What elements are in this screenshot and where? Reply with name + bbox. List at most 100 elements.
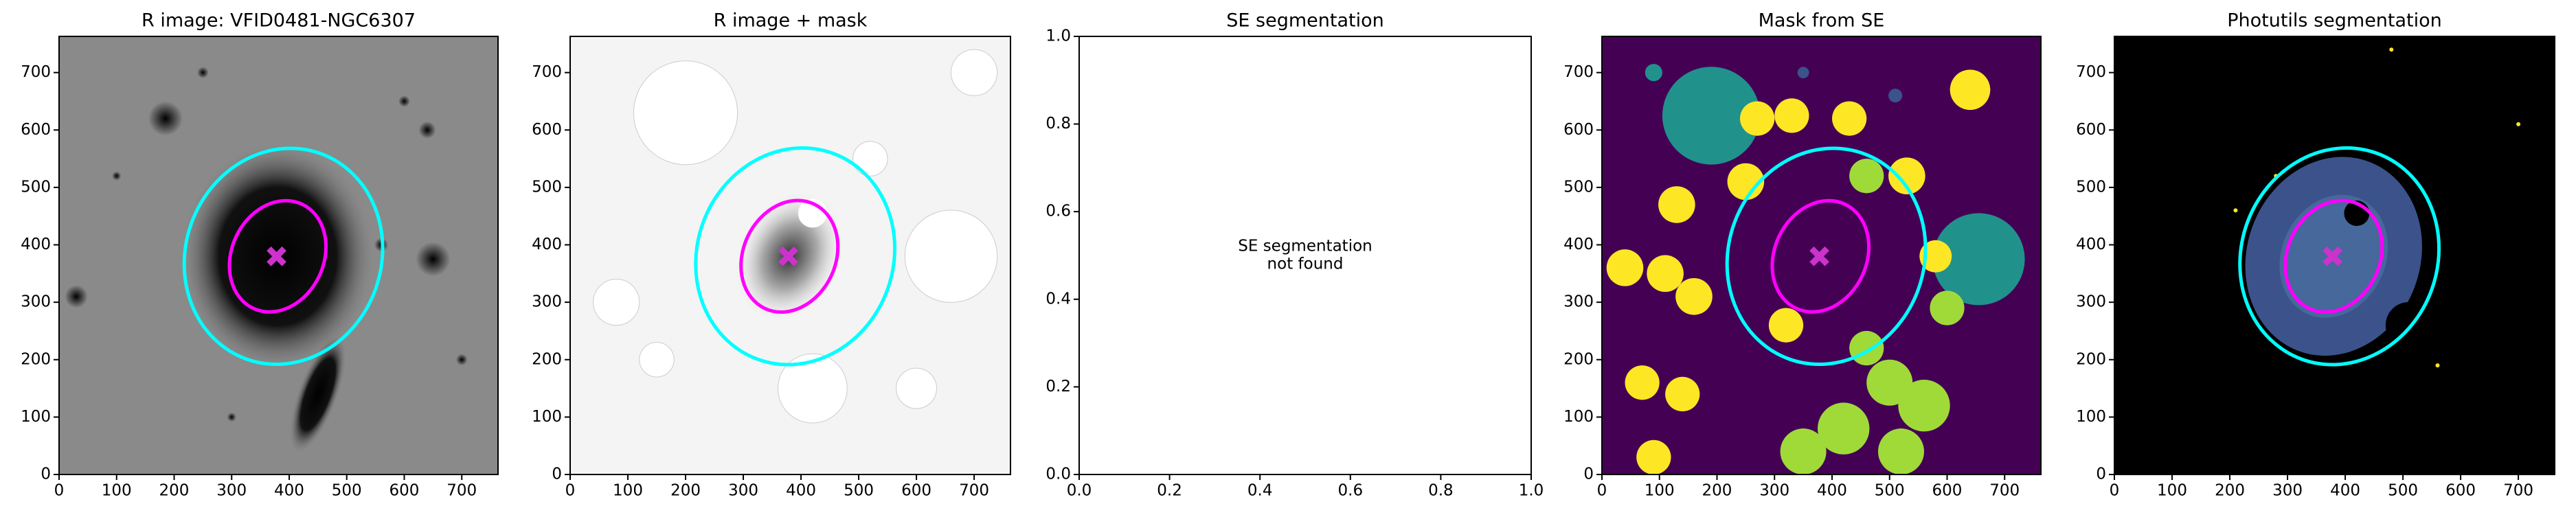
axes-frame (58, 36, 499, 475)
y-tick-label: 0 (552, 466, 562, 483)
mask-hole (2385, 301, 2432, 349)
segment (1950, 69, 1991, 111)
y-tick-label: 400 (21, 236, 51, 253)
x-tick-label: 200 (1702, 482, 1732, 500)
ellipse (182, 146, 385, 367)
plot-area (59, 36, 498, 474)
axes-frame (1078, 36, 1532, 475)
center-marker (267, 246, 286, 266)
axes-frame (1601, 36, 2042, 475)
segment (1849, 330, 1884, 366)
y-tick-label: 500 (1563, 178, 1594, 196)
x-tick-label: 0.6 (1338, 482, 1364, 500)
axes-frame (2114, 36, 2555, 475)
y-tick-label: 0 (41, 466, 51, 483)
segment (1831, 101, 1867, 136)
x-tick-label: 0 (2110, 482, 2120, 500)
center-marker (2323, 246, 2342, 266)
y-tick-label: 200 (532, 350, 562, 368)
center-marker (778, 246, 798, 266)
panel-title: R image: VFID0481-NGC6307 (142, 10, 416, 32)
segment (1647, 255, 1684, 293)
panel: R image: VFID0481-NGC6307 0 100 200 300 400 50… (21, 10, 499, 500)
mask-region (593, 279, 640, 326)
x-tick-label: 700 (959, 482, 989, 500)
y-tick-label: 600 (2076, 121, 2106, 139)
segment (1932, 213, 2025, 306)
star (196, 67, 209, 79)
plot-area (2114, 36, 2555, 474)
star (65, 285, 88, 308)
star (227, 412, 236, 422)
y-tick-label: 600 (21, 121, 51, 139)
x-tick-label: 100 (1645, 482, 1675, 500)
star (455, 354, 468, 366)
x-tick-label: 200 (2215, 482, 2245, 500)
y-tick-label: 100 (1563, 408, 1594, 426)
y-tick-label: 200 (2076, 350, 2106, 368)
y-tick-label: 300 (21, 293, 51, 311)
segment (1849, 159, 1884, 194)
y-tick-label: 100 (21, 408, 51, 426)
y-tick-label: 100 (532, 408, 562, 426)
segment (1658, 186, 1695, 223)
x-tick-label: 400 (786, 482, 816, 500)
x-tick-label: 0 (54, 482, 65, 500)
segment (1888, 157, 1925, 194)
ellipse (694, 146, 897, 367)
segment (1797, 67, 1809, 79)
center-marker (1809, 246, 1829, 266)
y-tick-label: 0.6 (1046, 203, 1071, 220)
x-tick-label: 500 (1875, 482, 1905, 500)
plot-area (1602, 36, 2041, 474)
y-tick-label: 700 (2076, 63, 2106, 81)
y-tick-label: 0.8 (1046, 115, 1071, 133)
x-tick-label: 700 (447, 482, 477, 500)
y-tick-label: 700 (1563, 63, 1594, 81)
y-tick-label: 200 (21, 350, 51, 368)
panel: R image + mask 0 100 200 300 400 500 600 700 0 100… (532, 10, 1011, 500)
x-tick-label: 100 (102, 482, 132, 500)
annotation: SE segmentation (1238, 238, 1372, 255)
segment (2516, 122, 2521, 126)
x-tick-label: 700 (2503, 482, 2533, 500)
x-tick-label: 200 (670, 482, 701, 500)
x-tick-label: 0 (1597, 482, 1607, 500)
mask-region (639, 342, 675, 378)
y-tick-label: 100 (2076, 408, 2106, 426)
segment (1878, 428, 1924, 474)
star (416, 242, 451, 277)
star (398, 95, 410, 107)
x-tick-label: 500 (2388, 482, 2418, 500)
y-tick-label: 400 (2076, 236, 2106, 253)
ellipse (227, 198, 328, 314)
x-tick-label: 600 (2445, 482, 2476, 500)
y-tick-label: 0 (1583, 466, 1594, 483)
x-tick-label: 500 (844, 482, 874, 500)
y-tick-label: 300 (2076, 293, 2106, 311)
y-tick-label: 0.0 (1046, 466, 1071, 483)
y-tick-label: 400 (1563, 236, 1594, 253)
segment (1930, 290, 1965, 325)
y-tick-label: 500 (532, 178, 562, 196)
segment (1606, 249, 1644, 286)
segment (1780, 428, 1827, 474)
x-tick-label: 100 (613, 482, 643, 500)
y-tick-label: 700 (21, 63, 51, 81)
x-tick-label: 300 (216, 482, 247, 500)
segment (1919, 240, 1952, 273)
x-tick-label: 100 (2157, 482, 2187, 500)
x-tick-label: 0.0 (1067, 482, 1092, 500)
x-tick-label: 0 (565, 482, 576, 500)
panel-title: Mask from SE (1759, 10, 1885, 32)
segment (2435, 363, 2440, 368)
y-tick-label: 300 (1563, 293, 1594, 311)
x-tick-label: 200 (159, 482, 190, 500)
x-tick-label: 0.8 (1428, 482, 1454, 500)
y-tick-label: 200 (1563, 350, 1594, 368)
star (418, 121, 436, 139)
ellipse (1725, 146, 1928, 367)
x-tick-label: 300 (1759, 482, 1789, 500)
segment (1675, 277, 1713, 315)
segment (1636, 439, 1671, 474)
